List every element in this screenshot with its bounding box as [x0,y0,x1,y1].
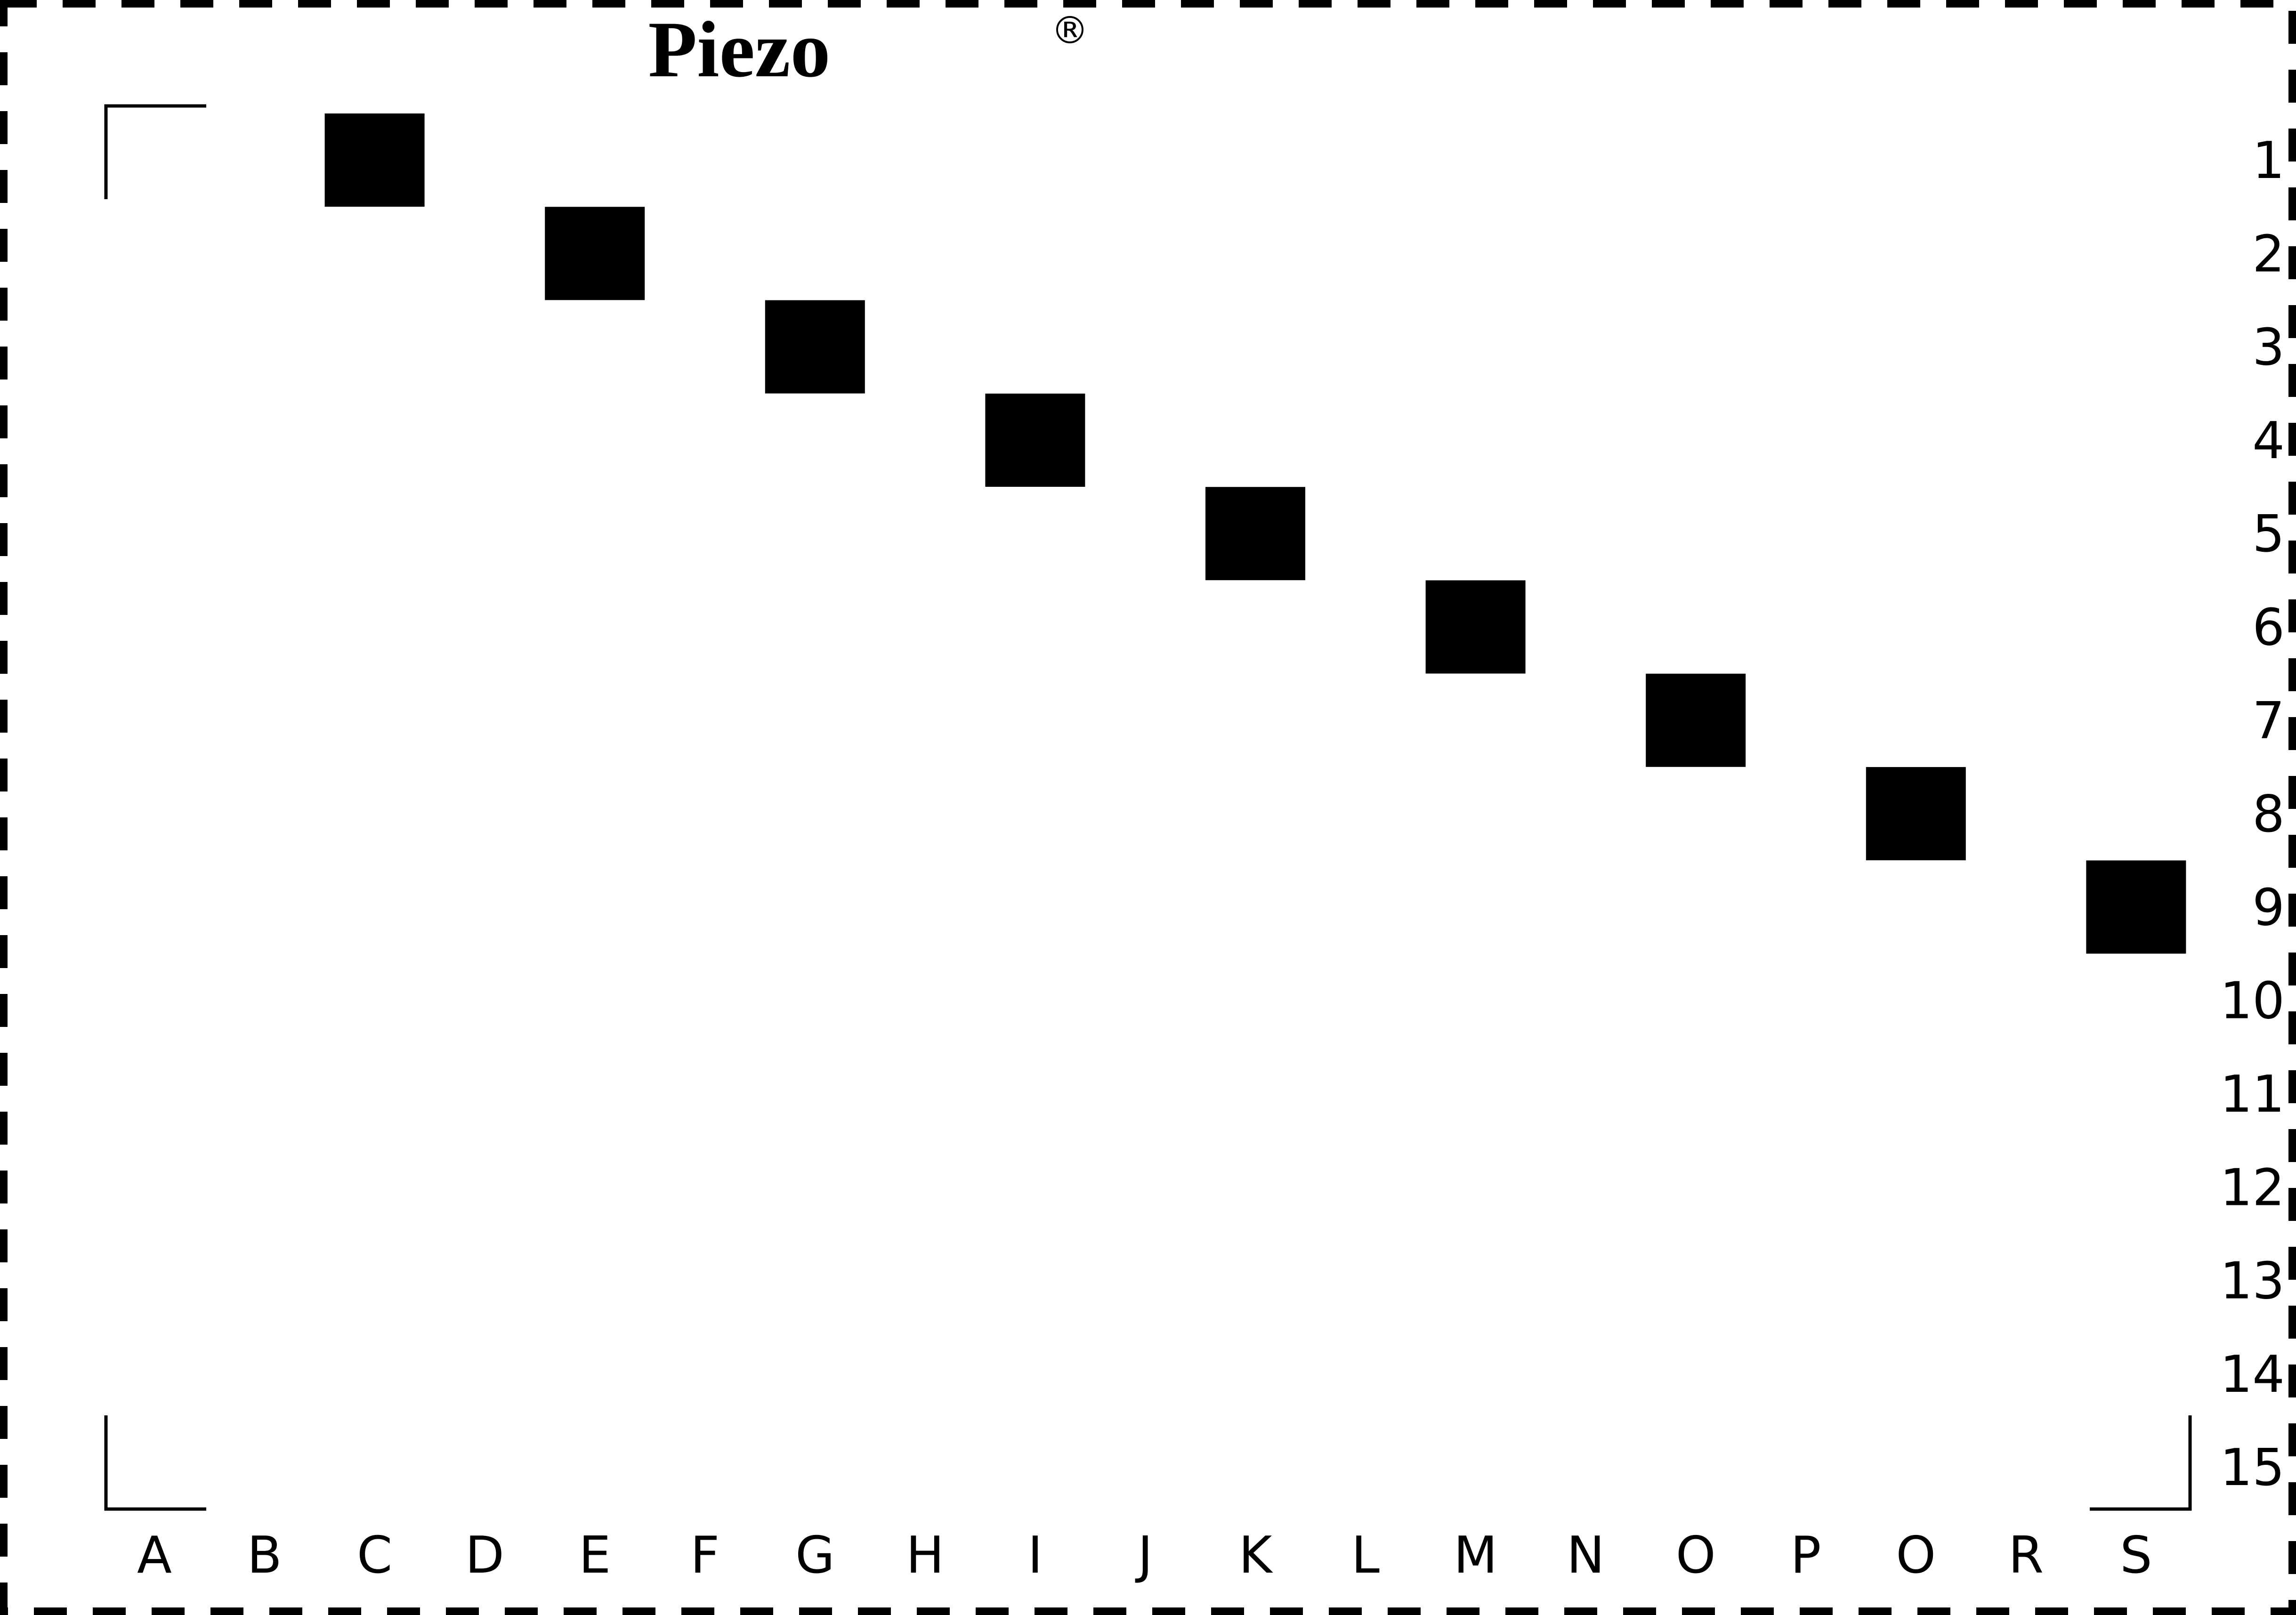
corner-mark-bottom-right [2090,1415,2192,1511]
column-label: K [1239,1526,1274,1585]
row-label: 7 [2252,692,2285,751]
column-label: J [1135,1526,1153,1585]
column-label: R [2008,1526,2044,1585]
row-label: 15 [2220,1438,2285,1497]
column-label: G [795,1526,835,1585]
row-label: 11 [2220,1065,2285,1124]
black-patch [2086,860,2186,954]
black-patch [985,393,1085,487]
column-label: S [2120,1526,2152,1585]
column-label: E [579,1526,611,1585]
black-patch [1646,673,1746,767]
column-label: A [137,1526,172,1585]
row-label: 4 [2252,412,2285,470]
black-patch [545,207,645,300]
row-label: 6 [2252,598,2285,657]
row-label: 9 [2252,878,2285,937]
row-label: 14 [2220,1345,2285,1404]
column-label: D [465,1526,504,1585]
row-label: 3 [2252,318,2285,377]
column-label: M [1454,1526,1497,1585]
black-patch [1866,767,1966,861]
row-label: 12 [2220,1158,2285,1217]
patch-layer [324,113,2186,954]
brand-name: Piezo [648,5,831,94]
corner-mark-top-left [104,104,206,199]
black-patch [1425,580,1526,674]
row-label: 5 [2252,505,2285,564]
column-label: O [1676,1526,1716,1585]
black-patch [324,113,425,207]
row-label: 2 [2252,225,2285,283]
column-label: O [1896,1526,1936,1585]
row-label: 13 [2220,1252,2285,1311]
column-label: C [357,1526,392,1585]
column-label: N [1567,1526,1605,1585]
row-label: 1 [2252,131,2285,190]
column-label: B [247,1526,282,1585]
row-label: 10 [2220,972,2285,1031]
column-label: F [690,1526,720,1585]
row-label: 8 [2252,785,2285,844]
column-label: I [1027,1526,1043,1585]
column-label: L [1351,1526,1380,1585]
black-patch [1205,487,1305,581]
column-label: H [906,1526,944,1585]
corner-mark-bottom-left [104,1415,206,1511]
column-label: P [1790,1526,1821,1585]
registered-mark: ® [1051,8,1089,52]
black-patch [765,300,865,394]
